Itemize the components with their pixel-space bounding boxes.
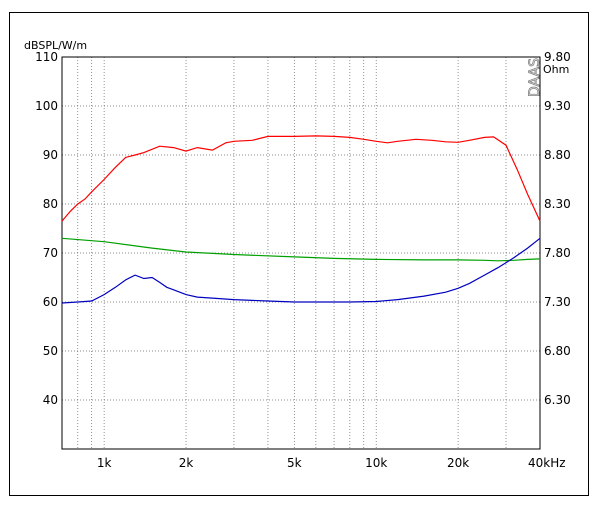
y-tick-label: 110 [35,50,58,64]
series-line [61,237,541,262]
tick-labels: 40 50 60 70 80 90 100 110 6.30 6.80 7.30 7.80 8.30 8.… [35,50,571,470]
frequency-response-chart: 40 50 60 70 80 90 100 110 6.30 6.80 7.30 7.80 8.30 8.… [24,39,571,470]
x-tick-label: 2k [179,456,194,470]
x-tick-label: 40kHz [528,456,566,470]
y2-tick-label: 7.30 [544,295,571,309]
plot-area [61,56,541,450]
grid [62,57,540,449]
y-tick-label: 60 [43,295,58,309]
y-tick-label: 90 [43,148,58,162]
series-line [61,237,541,304]
y2-tick-label: 8.30 [544,197,571,211]
x-tick-label: 10k [365,456,387,470]
y-axis-label: dBSPL/W/m [24,39,87,52]
x-tick-label: 1k [97,456,112,470]
series-line [61,135,541,222]
y-tick-label: 40 [43,393,58,407]
series-group [61,135,541,304]
y2-tick-label: 6.80 [544,344,571,358]
chart-frame: 40 50 60 70 80 90 100 110 6.30 6.80 7.30 7.80 8.30 8.… [9,12,589,496]
y-tick-label: 50 [43,344,58,358]
y2-axis-label: Ohm [543,63,569,76]
y2-tick-label: 7.80 [544,246,571,260]
y-tick-label: 80 [43,197,58,211]
x-tick-label: 5k [287,456,302,470]
y2-tick-label: 6.30 [544,393,571,407]
y2-tick-label: 9.30 [544,99,571,113]
y2-tick-label: 9.80 [544,50,571,64]
daas-watermark: DAAS [527,58,543,97]
x-tick-label: 20k [447,456,469,470]
y-tick-label: 70 [43,246,58,260]
y2-tick-label: 8.80 [544,148,571,162]
y-tick-label: 100 [35,99,58,113]
